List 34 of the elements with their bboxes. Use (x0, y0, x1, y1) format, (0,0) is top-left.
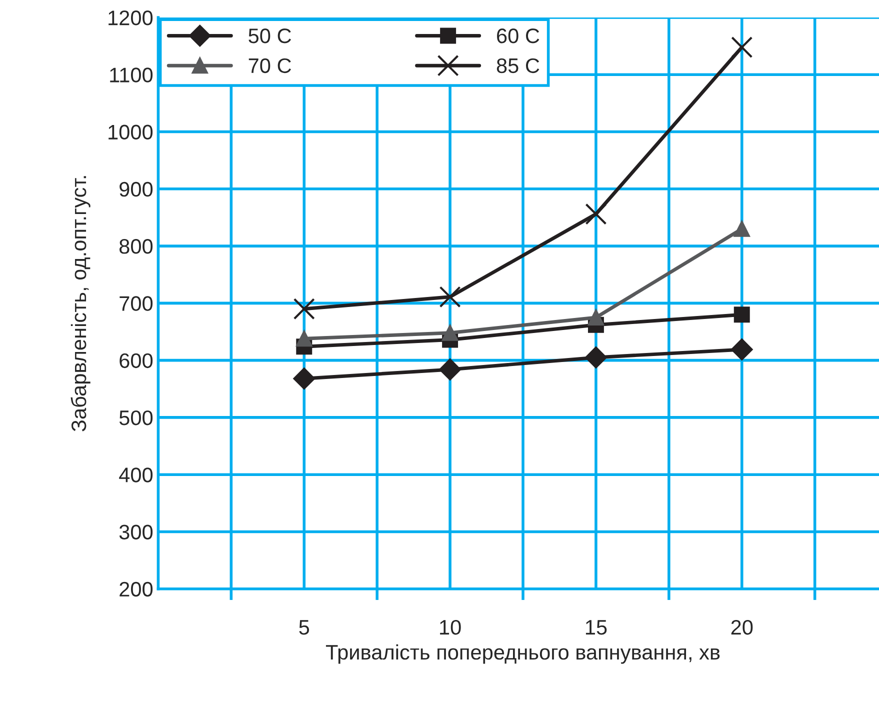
y-tick-label: 200 (120, 582, 153, 597)
x-tick-label: 10 (440, 620, 461, 635)
point (734, 220, 750, 237)
point (585, 346, 607, 368)
y-tick-label: 1100 (110, 68, 153, 82)
y-tick-label: 500 (119, 410, 153, 426)
point (442, 324, 458, 341)
y-tick-label: 400 (119, 468, 153, 482)
x-tick-label: 5 (299, 620, 310, 635)
y-tick-label: 900 (120, 182, 153, 197)
point (731, 36, 753, 58)
point (588, 309, 604, 326)
y-tick-label: 1000 (108, 124, 153, 140)
y-tick-label: 1200 (108, 10, 153, 26)
y-tick-label: 300 (119, 524, 153, 540)
legend-label: 70 C (248, 58, 292, 74)
point (585, 203, 607, 225)
point (734, 306, 750, 323)
x-axis-title: Тривалість попереднього вапнування, хв (326, 644, 720, 664)
x-tick-label: 20 (731, 620, 753, 635)
y-tick-label: 600 (120, 353, 153, 368)
y-tick-label: 700 (120, 296, 153, 311)
x-tick-label: 15 (586, 620, 607, 635)
point (439, 286, 461, 308)
point (296, 330, 312, 347)
y-axis-title: Забарвленість, од.опт.густ. (70, 176, 90, 432)
point (293, 298, 315, 320)
legend-label: 60 C (497, 28, 540, 44)
y-tick-label: 800 (120, 239, 153, 254)
point (731, 338, 753, 360)
legend-label: 85 C (496, 58, 540, 74)
point (439, 358, 461, 380)
legend-label: 50 C (248, 28, 292, 44)
point (293, 368, 315, 390)
